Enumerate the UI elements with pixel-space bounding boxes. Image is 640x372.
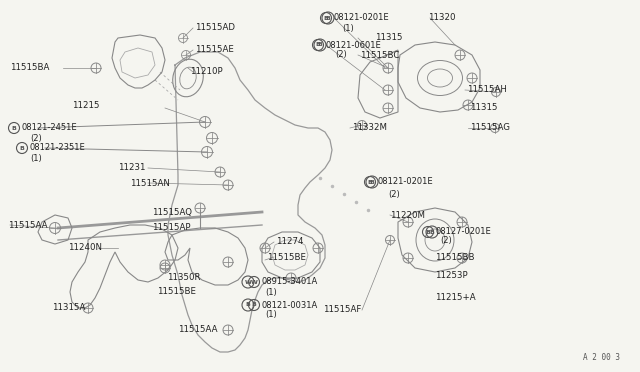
- Text: A 2 00 3: A 2 00 3: [583, 353, 620, 362]
- Text: 11231: 11231: [118, 164, 145, 173]
- Text: B: B: [367, 180, 372, 185]
- Text: W: W: [251, 279, 257, 285]
- Text: 11350R: 11350R: [167, 273, 200, 282]
- Text: 11515AH: 11515AH: [467, 86, 507, 94]
- Text: 11515AD: 11515AD: [195, 23, 235, 32]
- Text: 11515BB: 11515BB: [435, 253, 474, 263]
- Text: 11220M: 11220M: [390, 211, 425, 219]
- Text: 08121-0201E: 08121-0201E: [334, 13, 390, 22]
- Text: 11315: 11315: [375, 33, 403, 42]
- Text: B: B: [12, 125, 17, 131]
- Text: 11515AP: 11515AP: [152, 224, 191, 232]
- Text: B: B: [20, 145, 24, 151]
- Text: 11320: 11320: [428, 13, 456, 22]
- Text: B: B: [426, 230, 431, 234]
- Text: 11515AA: 11515AA: [8, 221, 47, 230]
- Text: 08121-2451E: 08121-2451E: [22, 124, 77, 132]
- Text: 08127-0201E: 08127-0201E: [436, 228, 492, 237]
- Text: (2): (2): [440, 235, 452, 244]
- Text: W: W: [244, 279, 252, 285]
- Text: B: B: [324, 16, 328, 20]
- Text: 11515AG: 11515AG: [470, 124, 510, 132]
- Text: 11210P: 11210P: [190, 67, 223, 77]
- Text: 08121-2351E: 08121-2351E: [30, 144, 86, 153]
- Text: 11515AA: 11515AA: [178, 326, 218, 334]
- Text: 11274: 11274: [276, 237, 303, 247]
- Text: 08915-3401A: 08915-3401A: [262, 278, 318, 286]
- Text: B: B: [246, 302, 250, 308]
- Text: 11515AN: 11515AN: [130, 179, 170, 187]
- Text: 11240N: 11240N: [68, 244, 102, 253]
- Text: 11515BE: 11515BE: [157, 288, 196, 296]
- Text: 08121-0601E: 08121-0601E: [326, 41, 381, 49]
- Text: (2): (2): [30, 134, 42, 142]
- Text: 11332M: 11332M: [352, 124, 387, 132]
- Text: 11515AE: 11515AE: [195, 45, 234, 55]
- Text: (1): (1): [265, 311, 276, 320]
- Text: B: B: [326, 16, 330, 20]
- Text: B: B: [316, 42, 321, 48]
- Text: (1): (1): [265, 289, 276, 298]
- Text: 11215+A: 11215+A: [435, 294, 476, 302]
- Text: B: B: [429, 230, 435, 234]
- Text: 11515BC: 11515BC: [360, 51, 399, 60]
- Text: 11215: 11215: [72, 100, 99, 109]
- Text: B: B: [369, 180, 374, 185]
- Text: (2): (2): [335, 51, 347, 60]
- Text: (1): (1): [30, 154, 42, 163]
- Text: 11315A: 11315A: [52, 304, 85, 312]
- Text: 11253P: 11253P: [435, 270, 468, 279]
- Text: 08121-0031A: 08121-0031A: [262, 301, 318, 310]
- Text: 08121-0201E: 08121-0201E: [378, 177, 434, 186]
- Text: 11515BE: 11515BE: [267, 253, 306, 262]
- Text: (2): (2): [388, 190, 400, 199]
- Text: 11515BA: 11515BA: [10, 64, 49, 73]
- Text: 11515AF: 11515AF: [323, 305, 362, 314]
- Text: B: B: [317, 42, 323, 48]
- Text: B: B: [252, 302, 257, 308]
- Text: 11315: 11315: [470, 103, 497, 112]
- Text: 11515AQ: 11515AQ: [152, 208, 192, 217]
- Text: (1): (1): [342, 23, 354, 32]
